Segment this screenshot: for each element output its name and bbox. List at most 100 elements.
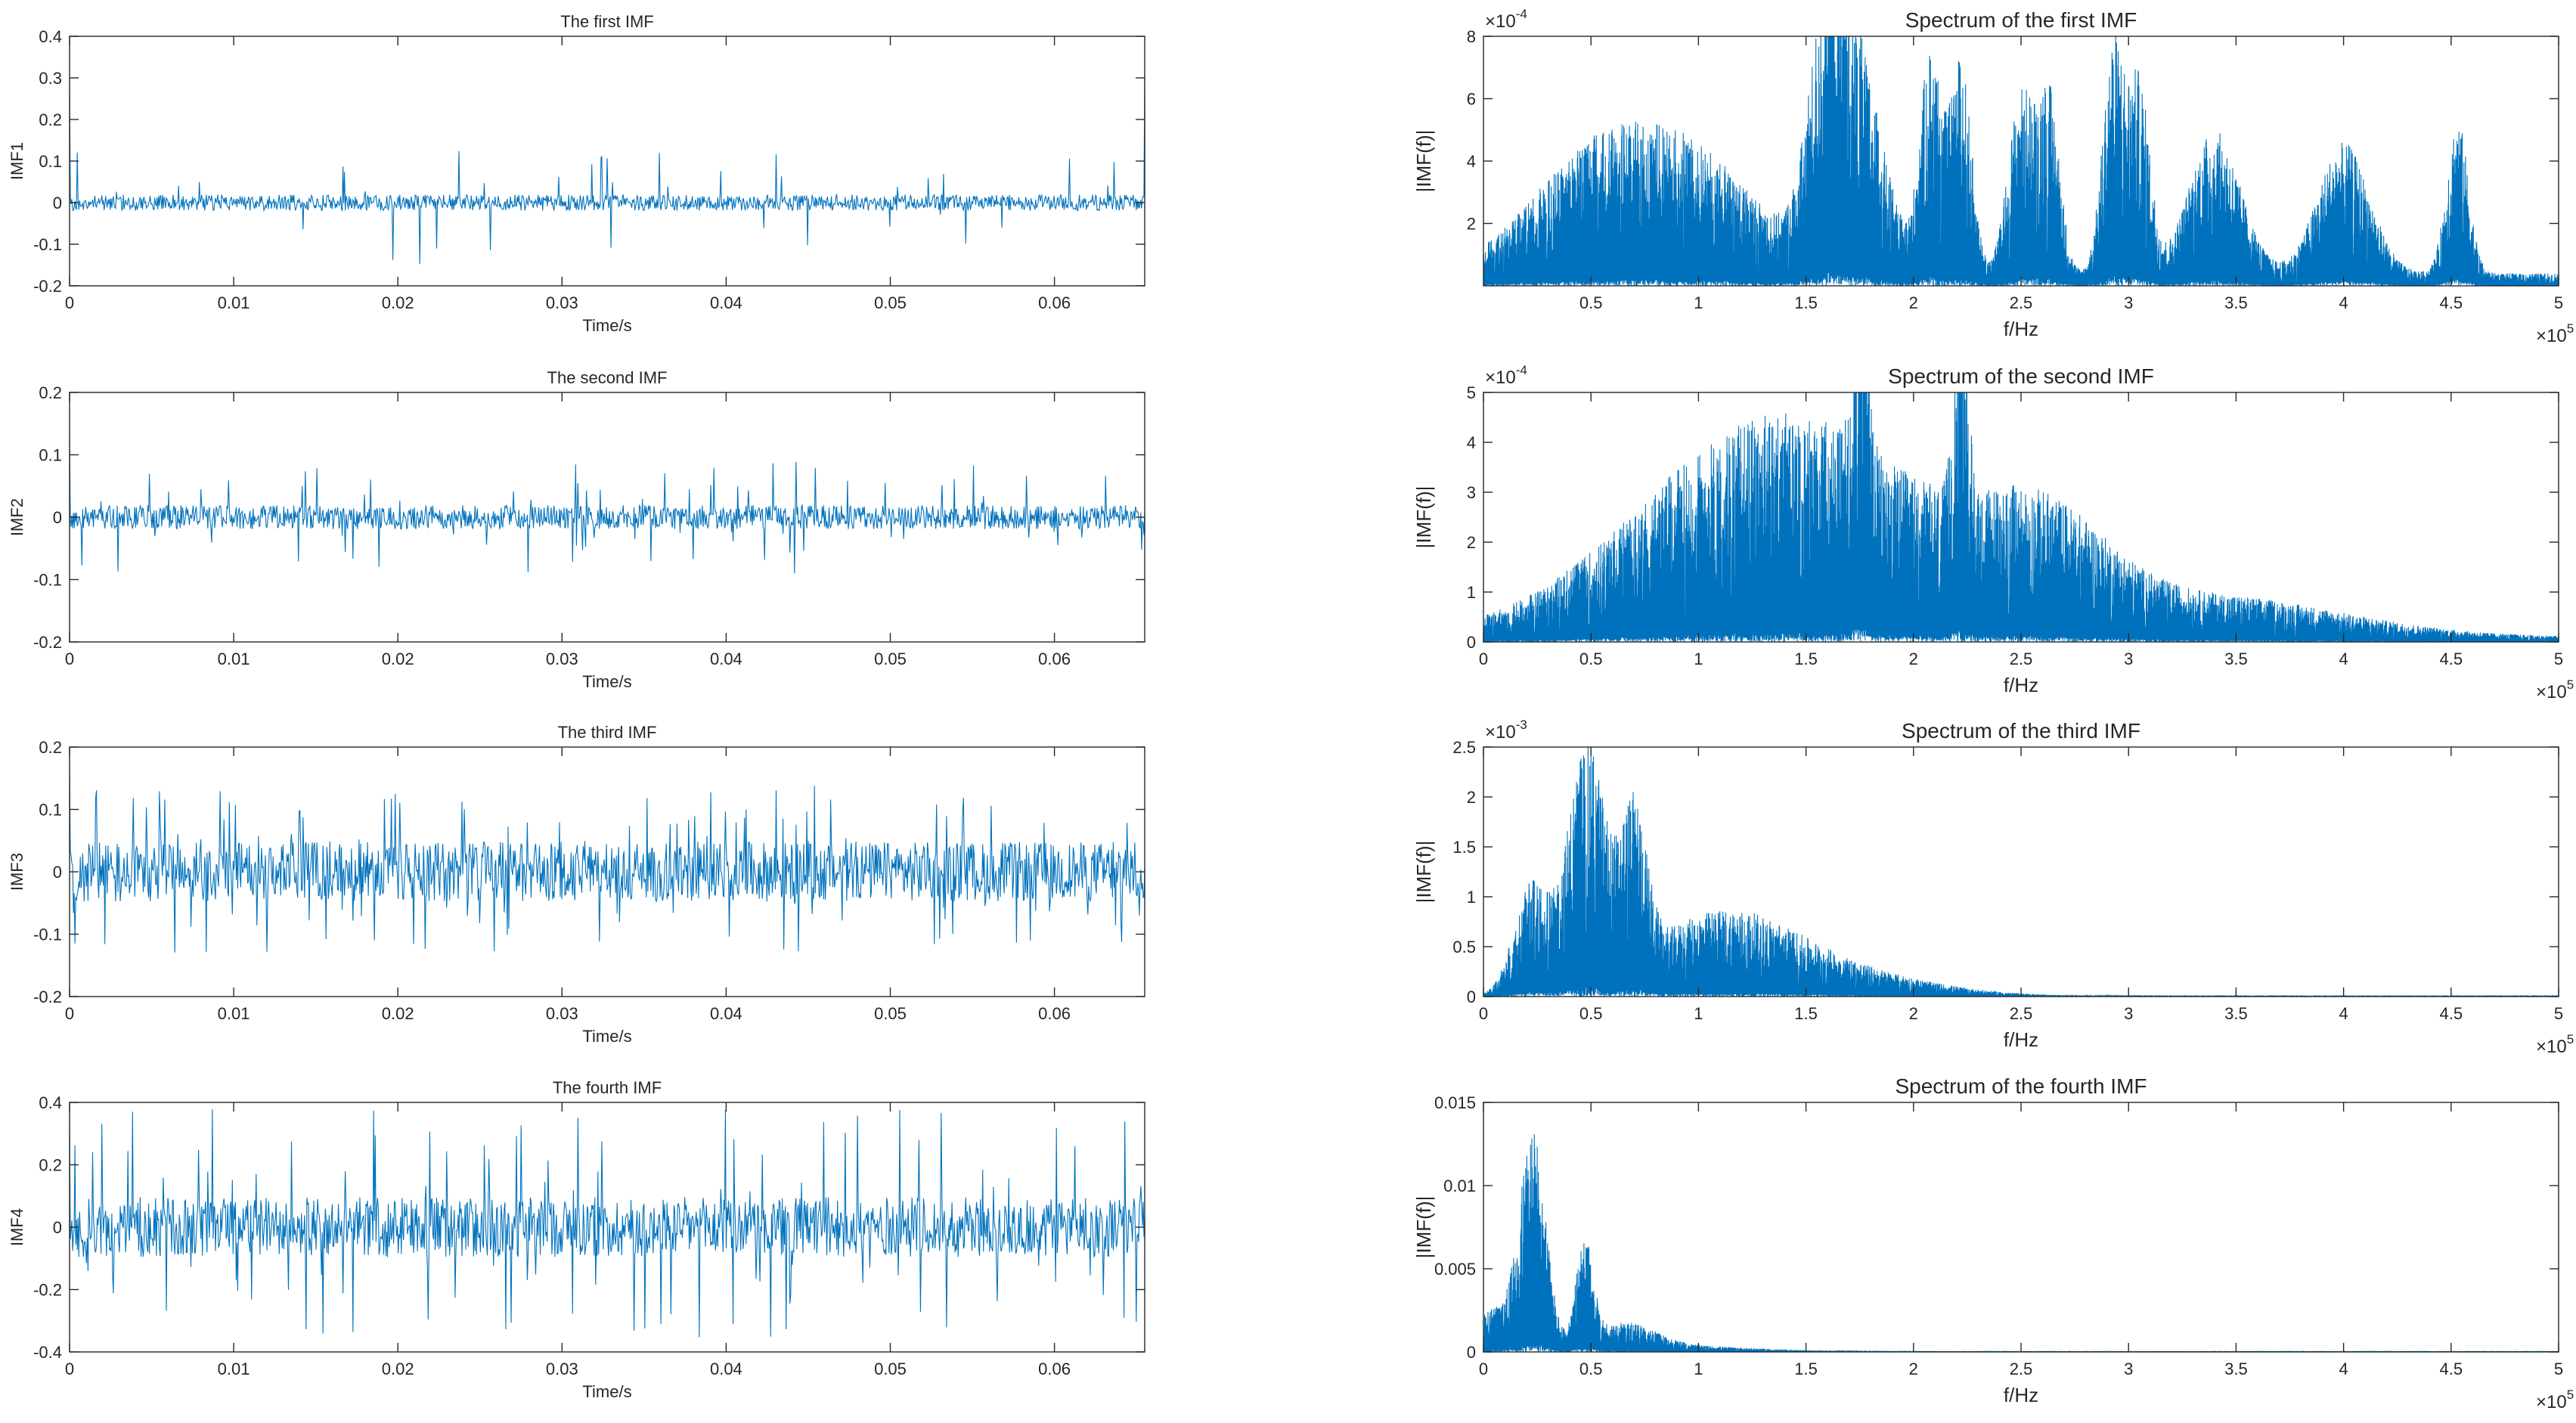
imf3-spectrum-xtick-label: 1 [1694, 1004, 1703, 1023]
imf4-time-xtick-label: 0.06 [1038, 1359, 1071, 1378]
imf3-spectrum-xtick-label: 3 [2124, 1004, 2133, 1023]
imf1-time-panel: 0 0.01 0.02 0.03 0.04 0.05 0.06 -0.2 -0.1 0 0.1 0.2… [8, 12, 1145, 335]
imf1-spectrum-xtick-label: 1.5 [1794, 293, 1818, 312]
imf1-spectrum-xtick-label: 2.5 [2010, 293, 2033, 312]
imf3-spectrum-xtick-label: 5 [2554, 1004, 2563, 1023]
imf4-time-xtick-label: 0.01 [218, 1359, 250, 1378]
imf4-spectrum-title: Spectrum of the fourth IMF [1895, 1074, 2147, 1098]
imf4-spectrum-xtick-label: 5 [2554, 1359, 2563, 1378]
imf1-spectrum-panel: 0.5 1 1.5 2 2.5 3 3.5 4 4.5 5 2 4 6 8 Spectrum of the … [1412, 7, 2574, 346]
imf4-spectrum-ytick-label: 0.01 [1443, 1177, 1476, 1195]
imf4-spectrum-xtick-label: 4 [2339, 1359, 2348, 1378]
imf2-time-ytick-label: -0.2 [33, 633, 62, 652]
imf3-spectrum-ylabel: |IMF(f)| [1412, 841, 1435, 904]
imf2-time-title: The second IMF [547, 368, 668, 387]
imf2-time-ytick-label: 0 [53, 508, 62, 527]
imf3-spectrum-xlabel: f/Hz [2004, 1028, 2038, 1051]
imf1-spectrum-ytick-label: 2 [1467, 215, 1476, 234]
imf1-time-xtick-label: 0.02 [382, 293, 414, 312]
imf2-time-ytick-label: 0.1 [39, 446, 62, 465]
imf3-time-xtick-label: 0 [65, 1004, 74, 1023]
imf3-spectrum-ytick-label: 1 [1467, 888, 1476, 907]
imf4-time-xtick-label: 0.05 [874, 1359, 907, 1378]
imf1-spectrum-xlabel: f/Hz [2004, 318, 2038, 340]
imf3-time-ytick-label: 0 [53, 863, 62, 882]
imf1-time-xtick-label: 0 [65, 293, 74, 312]
imf1-time-xtick-label: 0.06 [1038, 293, 1071, 312]
imf2-spectrum-ytick-label: 5 [1467, 383, 1476, 402]
imf2-time-xtick-label: 0.04 [710, 649, 742, 668]
imf1-time-xlabel: Time/s [582, 316, 631, 335]
imf4-time-trace [70, 1109, 1145, 1338]
imf1-spectrum-xtick-label: 2 [1909, 293, 1918, 312]
imf3-spectrum-xtick-label: 3.5 [2224, 1004, 2248, 1023]
imf2-spectrum-xtick-label: 3.5 [2224, 649, 2248, 668]
imf1-time-xtick-label: 0.04 [710, 293, 742, 312]
imf1-spectrum-x-multiplier: ×105 [2536, 321, 2574, 346]
imf3-time-panel: 0 0.01 0.02 0.03 0.04 0.05 0.06 -0.2 -0.1 0 0.1 0.2… [8, 723, 1145, 1046]
imf3-spectrum-xtick-label: 2 [1909, 1004, 1918, 1023]
imf4-time-xtick-label: 0.03 [546, 1359, 578, 1378]
imf3-time-xtick-label: 0.04 [710, 1004, 742, 1023]
imf4-time-ytick-label: 0.4 [39, 1093, 62, 1112]
imf2-spectrum-xlabel: f/Hz [2004, 674, 2038, 696]
imf3-spectrum-trace [1483, 747, 2559, 997]
imf3-spectrum-ytick-label: 2 [1467, 788, 1476, 807]
imf3-spectrum-xtick-label: 0 [1479, 1004, 1488, 1023]
imf4-spectrum-xtick-label: 2.5 [2010, 1359, 2033, 1378]
imf1-time-ytick-label: 0.4 [39, 27, 62, 46]
imf2-time-xtick-label: 0.06 [1038, 649, 1071, 668]
imf3-spectrum-xtick-label: 4.5 [2440, 1004, 2463, 1023]
imf2-spectrum-y-multiplier: ×10-4 [1485, 363, 1527, 388]
imf3-time-ytick-label: 0.1 [39, 801, 62, 820]
imf2-spectrum-xtick-label: 4.5 [2440, 649, 2463, 668]
imf1-spectrum-ytick-label: 4 [1467, 152, 1476, 171]
imf3-time-trace [70, 765, 1145, 953]
imf1-time-xtick-label: 0.01 [218, 293, 250, 312]
imf3-spectrum-ytick-label: 2.5 [1452, 738, 1476, 757]
imf3-spectrum-xtick-label: 0.5 [1579, 1004, 1603, 1023]
imf2-spectrum-ytick-label: 0 [1467, 633, 1476, 652]
imf4-time-ylabel: IMF4 [8, 1208, 26, 1246]
imf3-time-xtick-label: 0.06 [1038, 1004, 1071, 1023]
imf4-spectrum-xtick-label: 2 [1909, 1359, 1918, 1378]
imf2-time-xtick-label: 0.05 [874, 649, 907, 668]
imf4-spectrum-panel: 0 0.5 1 1.5 2 2.5 3 3.5 4 4.5 5 0 0.005 0.01 0.015 Spec… [1412, 1074, 2574, 1412]
imf3-time-ylabel: IMF3 [8, 853, 26, 891]
imf4-spectrum-ytick-label: 0 [1467, 1343, 1476, 1362]
imf3-time-ytick-label: -0.2 [33, 987, 62, 1006]
imf3-spectrum-xtick-label: 4 [2339, 1004, 2348, 1023]
imf1-time-ytick-label: 0 [53, 194, 62, 212]
imf1-spectrum-xtick-label: 3.5 [2224, 293, 2248, 312]
imf4-spectrum-trace [1483, 1133, 2559, 1352]
imf3-spectrum-y-multiplier: ×10-3 [1485, 718, 1527, 743]
imf3-time-xtick-label: 0.02 [382, 1004, 414, 1023]
imf2-time-trace [70, 429, 1145, 574]
imf1-spectrum-xtick-label: 3 [2124, 293, 2133, 312]
imf2-time-xtick-label: 0.03 [546, 649, 578, 668]
imf4-time-xtick-label: 0.04 [710, 1359, 742, 1378]
imf3-spectrum-ytick-label: 0 [1467, 987, 1476, 1006]
imf1-spectrum-y-multiplier: ×10-4 [1485, 7, 1527, 32]
imf4-time-ytick-label: 0 [53, 1218, 62, 1237]
imf1-time-ylabel: IMF1 [8, 142, 26, 180]
imf2-spectrum-xtick-label: 1.5 [1794, 649, 1818, 668]
imf1-time-ytick-label: 0.2 [39, 110, 62, 129]
imf1-time-ytick-label: -0.1 [33, 235, 62, 254]
imf2-time-xtick-label: 0.02 [382, 649, 414, 668]
imf4-spectrum-xtick-label: 3.5 [2224, 1359, 2248, 1378]
imf1-spectrum-ytick-label: 6 [1467, 90, 1476, 109]
imf4-spectrum-xtick-label: 1 [1694, 1359, 1703, 1378]
imf3-time-xtick-label: 0.01 [218, 1004, 250, 1023]
imf2-time-ytick-label: 0.2 [39, 383, 62, 402]
imf3-spectrum-ytick-label: 0.5 [1452, 938, 1476, 956]
imf2-spectrum-ytick-label: 2 [1467, 533, 1476, 552]
imf3-time-xlabel: Time/s [582, 1027, 631, 1046]
imf1-spectrum-xtick-label: 0.5 [1579, 293, 1603, 312]
imf4-spectrum-xtick-label: 0 [1479, 1359, 1488, 1378]
imf2-time-panel: 0 0.01 0.02 0.03 0.04 0.05 0.06 -0.2 -0.1 0 0.1 0.2… [8, 368, 1145, 691]
imf1-time-xtick-label: 0.05 [874, 293, 907, 312]
imf3-spectrum-x-multiplier: ×105 [2536, 1032, 2574, 1057]
imf1-time-ytick-label: 0.1 [39, 152, 62, 171]
imf4-spectrum-ylabel: |IMF(f)| [1412, 1196, 1435, 1259]
